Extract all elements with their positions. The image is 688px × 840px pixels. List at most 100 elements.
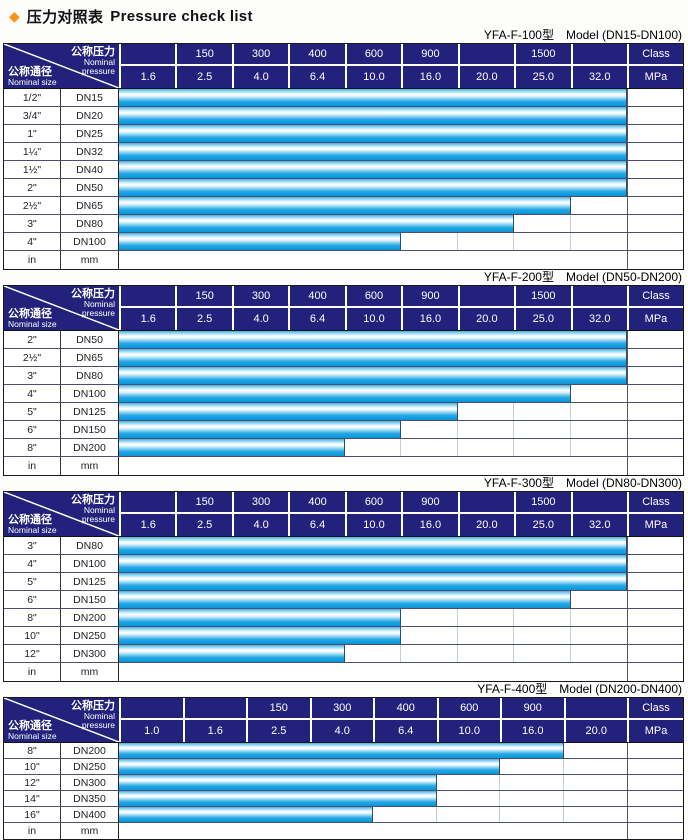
tables-container: YFA-F-100型 Model (DN15-DN100) 公称压力 Nominal… (3, 28, 684, 840)
value-cell (458, 439, 515, 456)
bar-area (119, 161, 627, 178)
table-row: 3" DN80 (4, 537, 683, 555)
size-dn-cell: DN125 (61, 403, 119, 420)
nominal-size-label: 公称通径 Nominal size (8, 513, 57, 535)
class-header-cell: 600 (344, 44, 402, 66)
bar-area (119, 537, 627, 554)
size-dn-cell: DN32 (61, 143, 119, 160)
class-column-cell (627, 215, 683, 232)
mpa-header-cell: MPa (627, 720, 683, 742)
size-dn-cell: DN400 (61, 807, 119, 822)
table-body: 3" DN80 4" DN100 5" DN125 6" DN150 8" DN200 10" DN2… (4, 537, 683, 681)
class-column-cell (627, 775, 683, 790)
size-inch-cell: 4" (4, 385, 61, 402)
pressure-table-block: YFA-F-300型 Model (DN80-DN300) 公称压力 Nominal… (3, 476, 684, 682)
value-cell (571, 591, 627, 608)
size-dn-cell: DN65 (61, 349, 119, 366)
size-dn-cell: DN15 (61, 89, 119, 106)
value-cell (345, 439, 402, 456)
diagonal-line-icon (4, 44, 119, 88)
table-row: 12" DN300 (4, 775, 683, 791)
size-inch-cell: 10" (4, 627, 61, 644)
size-dn-cell: DN150 (61, 591, 119, 608)
mpa-header-cell: 6.4 (288, 308, 345, 330)
empty-header-cell (119, 492, 176, 514)
mpa-header-cell: 16.0 (500, 720, 564, 742)
table-body: 1/2" DN15 3/4" DN20 1" DN25 1¼" DN32 1½" DN40 2" DN… (4, 89, 683, 269)
table-row: 2½" DN65 (4, 349, 683, 367)
size-dn-cell: DN125 (61, 573, 119, 590)
pressure-range-bar (119, 807, 373, 822)
empty-header-cell (570, 286, 627, 308)
pressure-range-bar (119, 385, 571, 402)
bar-area (119, 367, 627, 384)
mpa-header-cell: 32.0 (570, 514, 627, 536)
class-header-cell: Class (626, 44, 683, 66)
value-cell (345, 645, 402, 662)
class-column-cell (627, 251, 683, 269)
size-dn-cell: DN25 (61, 125, 119, 142)
pressure-range-bar (119, 743, 564, 758)
mpa-header-cell: 1.6 (119, 308, 176, 330)
nominal-pressure-label: 公称压力 Nominal pressure (71, 700, 115, 730)
empty-header-cell (119, 44, 176, 66)
size-inch-cell: 6" (4, 591, 61, 608)
pressure-range-bar (119, 537, 627, 554)
class-header-cell: Class (626, 492, 683, 514)
nominal-pressure-label: 公称压力 Nominal pressure (71, 494, 115, 524)
mpa-header-cell: 16.0 (401, 308, 458, 330)
mpa-header-cell: 32.0 (570, 308, 627, 330)
value-cell (571, 627, 627, 644)
value-cell (564, 759, 628, 774)
class-column-cell (627, 233, 683, 250)
class-column-cell (627, 555, 683, 572)
mpa-header-cell: 1.6 (119, 66, 176, 88)
size-inch-cell: in (4, 823, 61, 839)
class-column-cell (627, 759, 683, 774)
pressure-range-bar (119, 555, 627, 572)
empty-header-cell (457, 492, 515, 514)
empty-header-cell (182, 698, 246, 720)
pressure-range-bar (119, 609, 402, 626)
pressure-range-bar (119, 439, 345, 456)
bar-area (119, 457, 627, 475)
table-row: 8" DN200 (4, 743, 683, 759)
value-cell (500, 807, 564, 822)
mpa-header-cell: 20.0 (457, 66, 515, 88)
model-range-label: Model (DN200-DN400) (559, 682, 682, 696)
size-dn-cell: DN100 (61, 555, 119, 572)
table-row: 2½" DN65 (4, 197, 683, 215)
value-cell (564, 743, 628, 758)
diamond-icon: ◆ (9, 8, 20, 24)
empty-header-cell (457, 44, 515, 66)
table-row: 10" DN250 (4, 627, 683, 645)
bar-area (119, 591, 627, 608)
model-label: YFA-F-300型 (483, 476, 554, 490)
mpa-header-cell: MPa (626, 308, 683, 330)
bar-area (119, 573, 627, 590)
class-header-cell: Class (627, 698, 683, 720)
pressure-range-bar (119, 403, 458, 420)
class-column-cell (627, 573, 683, 590)
value-cell (500, 791, 564, 806)
mpa-header-cell: 1.6 (182, 720, 246, 742)
corner-header-cell: 公称压力 Nominal pressure 公称通径 Nominal size (4, 492, 119, 536)
pressure-range-bar (119, 215, 515, 232)
size-inch-cell: 14" (4, 791, 61, 806)
value-cell (514, 439, 571, 456)
class-header-cell: 900 (401, 492, 458, 514)
class-header-cell: 150 (175, 492, 232, 514)
class-column-cell (627, 421, 683, 438)
size-inch-cell: 2" (4, 179, 61, 196)
class-header-cell: 150 (246, 698, 310, 720)
bar-area (119, 125, 627, 142)
size-inch-cell: 4" (4, 555, 61, 572)
value-cell (514, 215, 571, 232)
empty-header-cell (119, 698, 183, 720)
value-cell (437, 791, 500, 806)
mpa-header-cell: 25.0 (514, 308, 571, 330)
pressure-table: 公称压力 Nominal pressure 公称通径 Nominal size 150 30… (3, 43, 684, 270)
value-cell (458, 403, 515, 420)
mpa-header-cell: 2.5 (175, 308, 232, 330)
